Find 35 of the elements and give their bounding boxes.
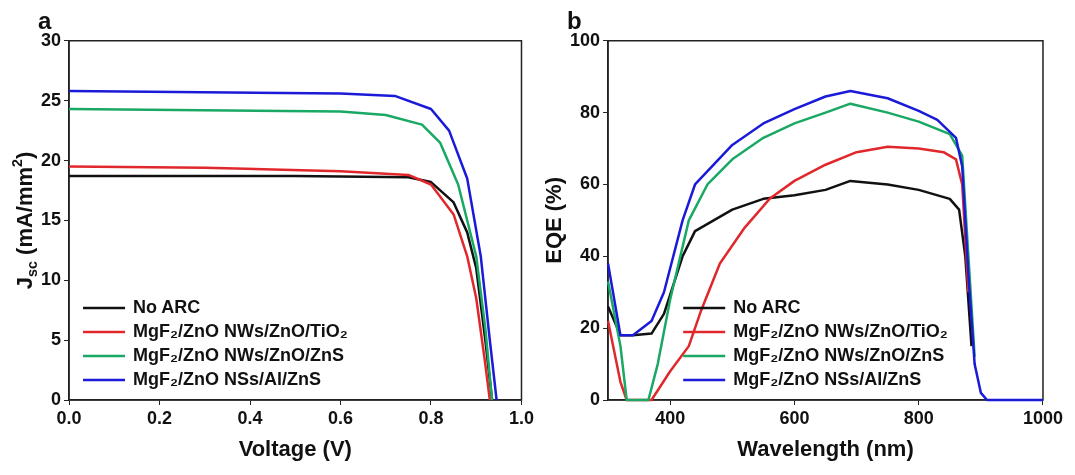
x-tick-label: 0.0 (56, 407, 82, 428)
x-tick-label: 0.2 (147, 407, 173, 428)
y-tick-label: 30 (40, 29, 62, 50)
y-tick-label: 80 (580, 101, 601, 122)
x-axis-title: Voltage (V) (238, 435, 352, 461)
legend-label: MgF₂/ZnO NSs/Al/ZnS (133, 368, 322, 389)
x-tick-label: 600 (779, 407, 810, 428)
y-tick-label: 0 (590, 388, 601, 409)
x-tick-label: 0.4 (237, 407, 263, 428)
y-tick-label: 20 (40, 149, 62, 170)
x-axis-title: Wavelength (nm) (737, 435, 914, 461)
y-tick-label: 60 (580, 173, 601, 194)
y-tick-label: 15 (40, 209, 62, 230)
x-tick-label: 800 (903, 407, 934, 428)
x-tick-label: 400 (655, 407, 686, 428)
y-axis-title: Jsc (mA/mm2) (9, 151, 40, 290)
legend-label: MgF₂/ZnO NWs/ZnO/TiO₂ (733, 320, 948, 341)
y-axis-title: EQE (%) (541, 177, 567, 264)
legend-label: No ARC (733, 296, 801, 317)
legend-label: MgF₂/ZnO NWs/ZnO/ZnS (133, 344, 344, 365)
x-tick-label: 1000 (1022, 407, 1063, 428)
legend-label: MgF₂/ZnO NSs/Al/ZnS (733, 368, 922, 389)
x-tick-label: 1.0 (508, 407, 534, 428)
y-tick-label: 5 (51, 329, 62, 350)
y-tick-label: 0 (51, 388, 62, 409)
legend-label: MgF₂/ZnO NWs/ZnO/TiO₂ (133, 320, 348, 341)
legend-label: No ARC (133, 296, 201, 317)
y-tick-label: 20 (580, 317, 601, 338)
y-tick-label: 25 (40, 89, 62, 110)
y-tick-label: 100 (569, 29, 601, 50)
legend-label: MgF₂/ZnO NWs/ZnO/ZnS (733, 344, 945, 365)
y-tick-label: 40 (580, 245, 601, 266)
x-tick-label: 0.6 (327, 407, 354, 428)
x-tick-label: 0.8 (418, 407, 444, 428)
y-tick-label: 10 (40, 269, 62, 290)
